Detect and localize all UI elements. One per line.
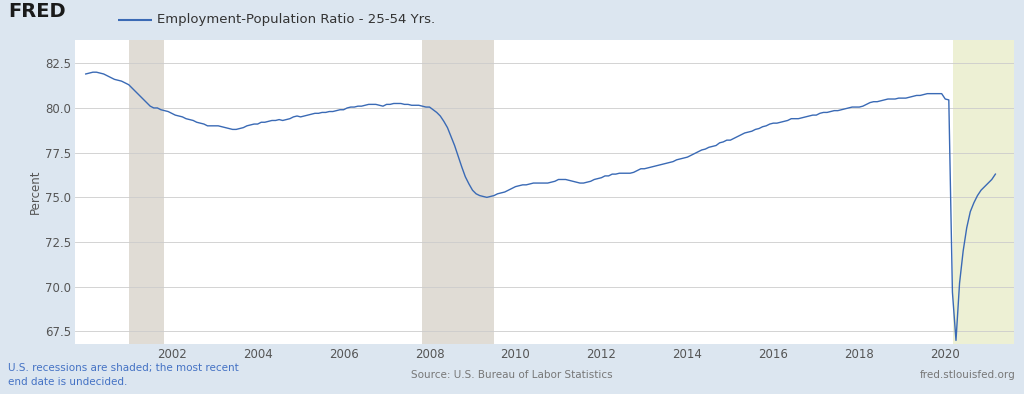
Text: Source: U.S. Bureau of Labor Statistics: Source: U.S. Bureau of Labor Statistics [412,370,612,380]
Text: fred.stlouisfed.org: fred.stlouisfed.org [920,370,1016,380]
Bar [422,40,494,344]
Text: Employment-Population Ratio - 25-54 Yrs.: Employment-Population Ratio - 25-54 Yrs. [157,13,435,26]
Bar [952,40,1014,344]
Text: FRED: FRED [8,2,66,21]
Y-axis label: Percent: Percent [29,170,42,214]
Text: U.S. recessions are shaded; the most recent
end date is undecided.: U.S. recessions are shaded; the most rec… [8,363,239,387]
Bar [129,40,165,344]
